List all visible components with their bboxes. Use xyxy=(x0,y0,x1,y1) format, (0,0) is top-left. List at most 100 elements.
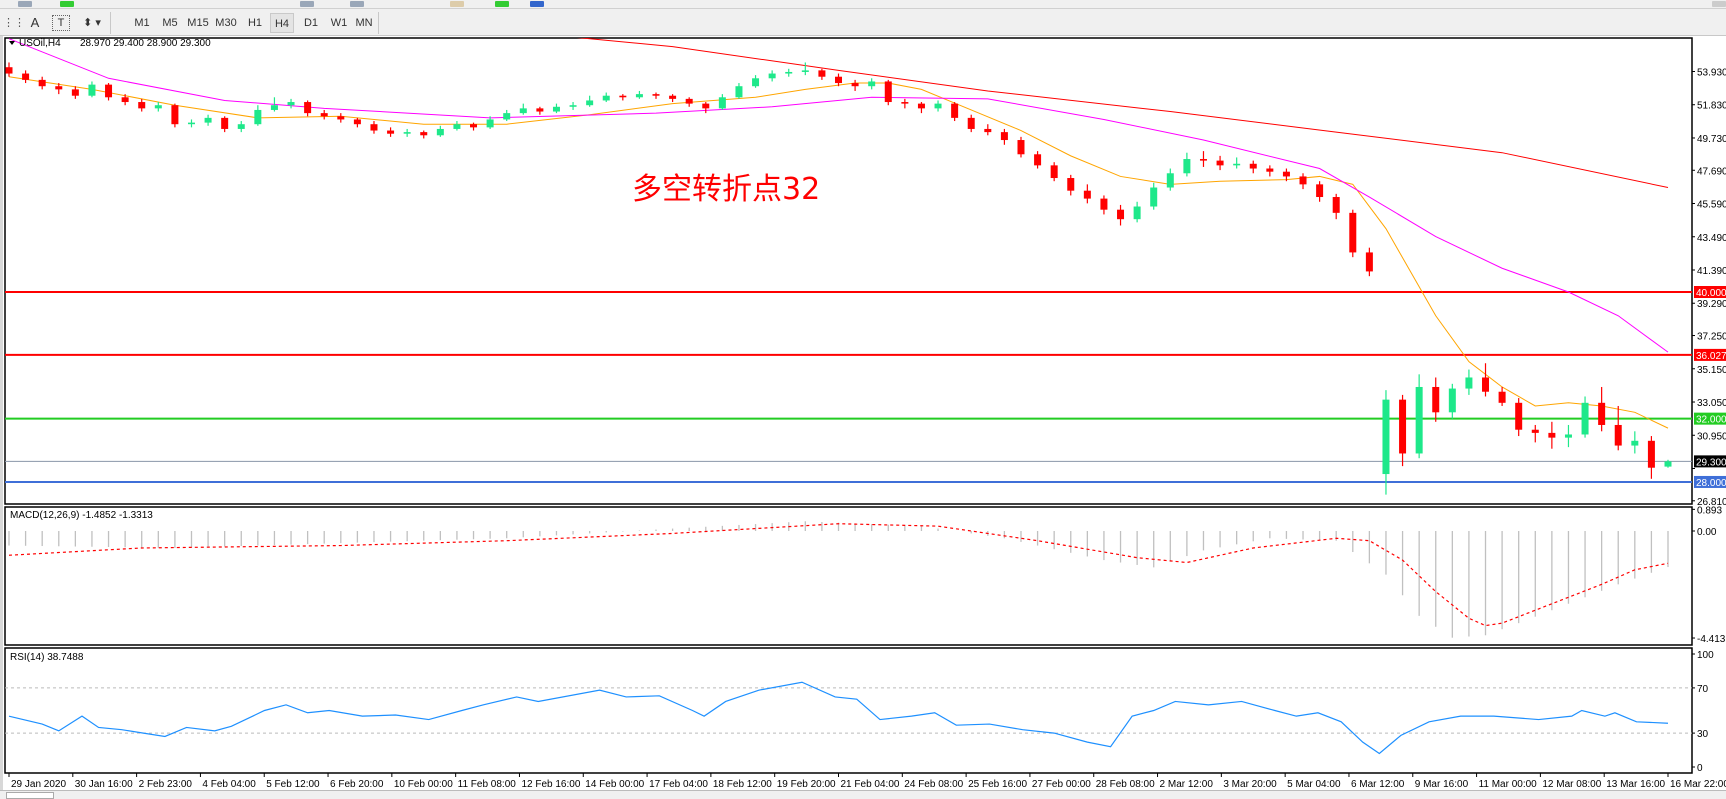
candle-body xyxy=(718,97,726,109)
time-axis-label: 21 Feb 04:00 xyxy=(841,779,900,790)
add-icon[interactable] xyxy=(495,1,509,7)
candle-body xyxy=(1100,198,1108,210)
candle-body xyxy=(519,108,527,114)
timeframe-h4[interactable]: H4 xyxy=(270,13,294,33)
candle-body xyxy=(237,124,245,129)
main-plot xyxy=(5,38,1692,495)
candle-body xyxy=(1050,165,1058,179)
timeframe-h1[interactable]: H1 xyxy=(247,17,263,29)
candle-body xyxy=(55,86,63,90)
candle-body xyxy=(1482,377,1490,392)
timeframe-m15[interactable]: M15 xyxy=(187,17,209,29)
grid-icon[interactable]: ⋮⋮ xyxy=(3,17,25,29)
candle-body xyxy=(1531,429,1539,433)
time-axis-label: 30 Jan 16:00 xyxy=(75,779,133,790)
price-axis-label: 39.290 xyxy=(1697,299,1726,310)
toolbar-icon[interactable] xyxy=(450,1,464,7)
candle-body xyxy=(1548,432,1556,438)
candle-body xyxy=(470,124,478,128)
toolbar-icon[interactable] xyxy=(530,1,544,7)
candle-body xyxy=(503,113,511,120)
annotation-text: 多空转折点32 xyxy=(632,172,820,207)
candle-body xyxy=(552,106,560,112)
time-axis-label: 29 Jan 2020 xyxy=(11,779,66,790)
candle-body xyxy=(1017,140,1025,155)
time-axis-label: 27 Feb 00:00 xyxy=(1032,779,1091,790)
toolbar-icon[interactable] xyxy=(18,1,32,7)
time-axis-label: 12 Mar 08:00 xyxy=(1542,779,1601,790)
time-axis-label: 19 Feb 20:00 xyxy=(777,779,836,790)
time-axis-label: 28 Feb 08:00 xyxy=(1096,779,1155,790)
price-label-bg xyxy=(1694,475,1726,488)
rsi-line xyxy=(8,681,1669,755)
timeframe-mn[interactable]: MN xyxy=(355,17,373,29)
macd-signal-line xyxy=(8,523,1669,627)
candle-body xyxy=(1664,461,1672,467)
candle-body xyxy=(1150,187,1158,207)
candle-body xyxy=(901,102,909,104)
candle-body xyxy=(1000,132,1008,141)
arrows-icon[interactable]: ⬍ ▾ xyxy=(83,17,101,29)
main-panel xyxy=(4,37,1693,505)
moving-average-line xyxy=(8,76,1669,429)
candle-body xyxy=(171,105,179,125)
price-label-40.000: 40.000 xyxy=(1696,288,1726,299)
candle-body xyxy=(121,97,129,103)
macd-axis-label: 0.893 xyxy=(1697,505,1722,516)
chart-tab[interactable] xyxy=(6,792,54,799)
time-axis-label: 5 Feb 12:00 xyxy=(266,779,320,790)
new-order-icon[interactable] xyxy=(60,1,74,7)
candle-body xyxy=(818,70,826,77)
toolbar-icon[interactable] xyxy=(300,1,314,7)
time-axis-label: 6 Mar 12:00 xyxy=(1351,779,1405,790)
candle-body xyxy=(951,103,959,118)
price-chart[interactable]: 40.000 36.027 32.000 29.300 28.000 53.930 51.8… xyxy=(0,36,1726,790)
candle-body xyxy=(5,67,13,74)
candle-body xyxy=(669,95,677,99)
toolbar-icon[interactable] xyxy=(350,1,364,7)
price-axis-label: 49.730 xyxy=(1697,134,1726,145)
candle-body xyxy=(436,128,444,136)
candle-body xyxy=(1282,171,1290,177)
price-label-28.000: 28.000 xyxy=(1696,478,1726,489)
time-axis-label: 10 Feb 00:00 xyxy=(394,779,453,790)
candle-body xyxy=(154,105,162,109)
candle-body xyxy=(1316,184,1324,198)
candle-body xyxy=(1564,434,1572,438)
timeframe-m5[interactable]: M5 xyxy=(162,17,178,29)
candle-body xyxy=(967,117,975,129)
candle-body xyxy=(752,78,760,87)
candle-body xyxy=(785,71,793,74)
candle-body xyxy=(254,109,262,125)
chart-toolbar: ⋮⋮ A T ⬍ ▾ M1 M5 M15 M30 H1 H4 D1 W1 MN xyxy=(0,9,1726,36)
candle-body xyxy=(1034,154,1042,166)
candle-body xyxy=(1183,159,1191,174)
timeframe-d1[interactable]: D1 xyxy=(303,17,319,29)
candle-body xyxy=(835,76,842,84)
timeframe-m30[interactable]: M30 xyxy=(215,17,237,29)
price-axis-label: 43.490 xyxy=(1697,233,1726,244)
price-label-29.300: 29.300 xyxy=(1696,457,1726,468)
price-label-bg xyxy=(1694,348,1726,361)
candle-body xyxy=(984,128,992,133)
macd-axis-label: -4.4131 xyxy=(1697,634,1726,645)
timeframe-w1[interactable]: W1 xyxy=(330,17,348,29)
candle-body xyxy=(1498,391,1506,403)
time-axis-label: 13 Mar 16:00 xyxy=(1606,779,1665,790)
candle-body xyxy=(1415,386,1423,454)
time-axis-label: 4 Feb 04:00 xyxy=(202,779,256,790)
price-axis-label: 30.950 xyxy=(1697,431,1726,442)
candle-body xyxy=(1399,399,1407,454)
macd-header: MACD(12,26,9) -1.4852 -1.3313 xyxy=(10,510,153,521)
candle-body xyxy=(221,117,229,129)
text-icon[interactable]: A xyxy=(30,15,40,30)
time-axis-label: 2 Feb 23:00 xyxy=(139,779,193,790)
candle-body xyxy=(1133,206,1141,220)
candle-body xyxy=(735,86,743,98)
text-label-icon[interactable]: T xyxy=(52,15,70,31)
scroll-button[interactable] xyxy=(1712,1,1726,7)
separator xyxy=(378,12,379,34)
candle-body xyxy=(1166,173,1174,188)
timeframe-m1[interactable]: M1 xyxy=(134,17,150,29)
candle-body xyxy=(138,102,146,109)
